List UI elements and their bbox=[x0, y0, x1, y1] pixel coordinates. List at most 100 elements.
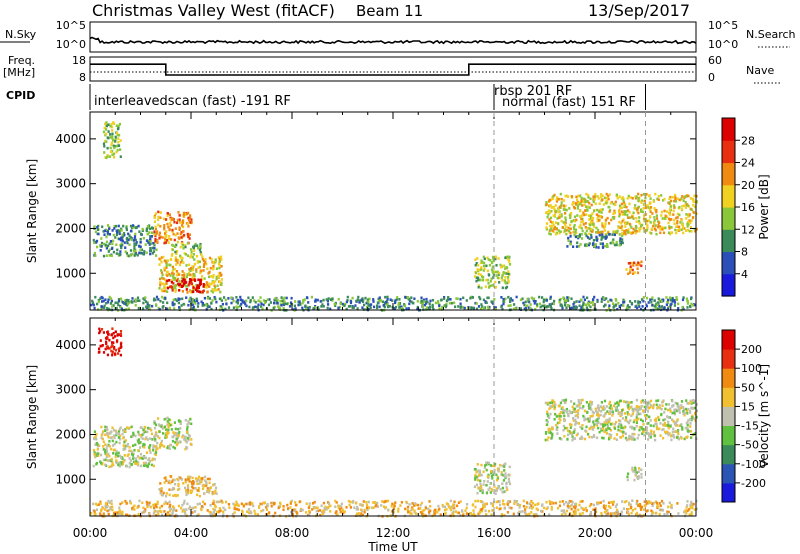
echo-cell bbox=[480, 286, 483, 290]
echo-cell bbox=[623, 202, 626, 206]
echo-cell bbox=[560, 213, 563, 216]
echo-cell bbox=[437, 301, 440, 305]
echo-cell bbox=[369, 306, 372, 309]
echo-cell bbox=[108, 254, 111, 257]
echo-cell bbox=[673, 206, 676, 209]
echo-cell bbox=[167, 445, 171, 448]
echo-cell bbox=[118, 333, 121, 336]
echo-cell bbox=[102, 458, 105, 462]
echo-cell bbox=[508, 260, 511, 263]
echo-cell bbox=[232, 306, 235, 309]
echo-cell bbox=[96, 448, 99, 451]
echo-cell bbox=[114, 330, 117, 334]
echo-cell bbox=[647, 501, 650, 504]
echo-cell bbox=[584, 226, 587, 229]
echo-cell bbox=[557, 207, 560, 211]
echo-cell bbox=[574, 410, 577, 414]
echo-cell bbox=[487, 307, 490, 311]
echo-cell bbox=[528, 306, 531, 310]
echo-cell bbox=[120, 456, 123, 460]
echo-cell bbox=[370, 303, 373, 306]
echo-cell bbox=[203, 277, 206, 280]
echo-cell bbox=[166, 416, 169, 420]
echo-cell bbox=[619, 204, 622, 208]
echo-cell bbox=[586, 236, 590, 239]
echo-cell bbox=[626, 478, 629, 482]
echo-cell bbox=[440, 298, 443, 302]
echo-cell bbox=[113, 429, 116, 432]
echo-cell bbox=[606, 216, 609, 220]
echo-cell bbox=[521, 510, 524, 513]
echo-cell bbox=[180, 236, 183, 239]
echo-cell bbox=[185, 493, 188, 496]
echo-cell bbox=[649, 404, 653, 407]
echo-cell bbox=[185, 212, 188, 216]
echo-cell bbox=[393, 307, 396, 310]
echo-cell bbox=[354, 304, 357, 307]
echo-cell bbox=[161, 282, 164, 286]
echo-cell bbox=[567, 239, 570, 242]
echo-cell bbox=[195, 268, 198, 271]
echo-cell bbox=[671, 405, 674, 408]
echo-cell bbox=[475, 276, 478, 279]
echo-cell bbox=[206, 297, 209, 300]
echo-cell bbox=[502, 300, 505, 303]
echo-cell bbox=[632, 211, 635, 215]
echo-cell bbox=[189, 489, 192, 492]
echo-cell bbox=[596, 423, 599, 427]
echo-cell bbox=[93, 512, 96, 516]
echo-cell bbox=[212, 507, 215, 511]
echo-cell bbox=[113, 156, 116, 159]
echo-cell bbox=[603, 510, 607, 514]
echo-cell bbox=[685, 203, 688, 207]
echo-cell bbox=[646, 227, 649, 231]
echo-cell bbox=[121, 301, 124, 304]
echo-cell bbox=[548, 513, 551, 516]
echo-cell bbox=[477, 276, 480, 280]
echo-cell bbox=[131, 506, 134, 510]
echo-cell bbox=[523, 303, 526, 307]
echo-cell bbox=[123, 232, 126, 235]
echo-cell bbox=[198, 482, 201, 485]
echo-cell bbox=[131, 450, 134, 454]
echo-cell bbox=[490, 474, 493, 478]
echo-cell bbox=[572, 303, 575, 306]
colorbar-tick-label: 12 bbox=[741, 223, 755, 236]
echo-cell bbox=[555, 210, 558, 213]
echo-cell bbox=[166, 307, 169, 311]
echo-cell bbox=[127, 307, 130, 311]
echo-cell bbox=[605, 297, 608, 300]
echo-cell bbox=[640, 399, 643, 403]
echo-cell bbox=[490, 471, 493, 475]
echo-cell bbox=[214, 286, 217, 289]
echo-cell bbox=[138, 499, 141, 503]
echo-cell bbox=[655, 399, 658, 403]
echo-cell bbox=[199, 281, 202, 284]
echo-cell bbox=[184, 245, 187, 249]
echo-cell bbox=[616, 401, 619, 404]
echo-cell bbox=[105, 447, 108, 450]
echo-cell bbox=[623, 300, 626, 304]
echo-cell bbox=[612, 238, 615, 241]
echo-cell bbox=[689, 221, 692, 225]
echo-cell bbox=[515, 295, 518, 299]
echo-cell bbox=[494, 255, 497, 259]
echo-cell bbox=[686, 401, 689, 405]
echo-cell bbox=[200, 253, 203, 256]
echo-cell bbox=[137, 433, 140, 436]
echo-cell bbox=[575, 218, 578, 222]
echo-cell bbox=[474, 499, 477, 503]
echo-cell bbox=[555, 200, 559, 203]
echo-cell bbox=[621, 219, 624, 223]
echo-cell bbox=[260, 502, 264, 506]
echo-cell bbox=[154, 445, 157, 448]
echo-cell bbox=[562, 204, 565, 207]
echo-cell bbox=[145, 229, 148, 233]
echo-cell bbox=[158, 233, 161, 237]
echo-cell bbox=[277, 505, 280, 508]
echo-cell bbox=[659, 504, 662, 508]
echo-cell bbox=[652, 406, 655, 410]
echo-cell bbox=[144, 508, 147, 511]
echo-cell bbox=[657, 505, 660, 508]
echo-cell bbox=[649, 432, 653, 435]
